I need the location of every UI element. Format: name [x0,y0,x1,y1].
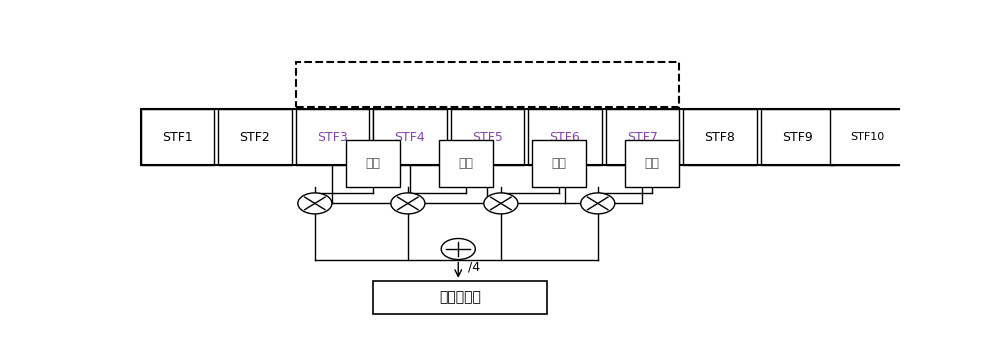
Text: STF3: STF3 [317,131,348,144]
Bar [761,109,834,165]
Text: 共轭: 共轭 [459,157,474,170]
Text: STF2: STF2 [239,131,270,144]
Bar [439,140,493,187]
Text: 共轭: 共轭 [552,157,566,170]
Bar [346,140,400,187]
Bar [373,281,547,314]
Bar [218,109,292,165]
Text: STF1: STF1 [162,131,193,144]
Bar [140,109,214,165]
Text: STF5: STF5 [472,131,503,144]
Text: /4: /4 [468,261,480,274]
Ellipse shape [298,193,332,214]
Text: STF6: STF6 [549,131,580,144]
Bar [683,109,757,165]
Text: STF8: STF8 [704,131,735,144]
Bar [296,109,369,165]
Ellipse shape [484,193,518,214]
Ellipse shape [441,238,475,260]
Bar [830,109,904,165]
Bar [450,109,524,165]
Bar [625,140,679,187]
Text: STF10: STF10 [850,132,884,142]
Text: STF7: STF7 [627,131,658,144]
Bar [373,109,447,165]
Ellipse shape [581,193,615,214]
Text: 共轭: 共轭 [366,157,380,170]
Text: STF9: STF9 [782,131,813,144]
Bar [528,109,602,165]
Bar [532,140,586,187]
Text: 粗频偏估计: 粗频偏估计 [439,290,481,304]
Text: 共轭: 共轭 [644,157,660,170]
Bar [140,109,904,165]
Text: STF4: STF4 [394,131,425,144]
Bar [606,109,679,165]
Ellipse shape [391,193,425,214]
Bar [296,62,679,107]
